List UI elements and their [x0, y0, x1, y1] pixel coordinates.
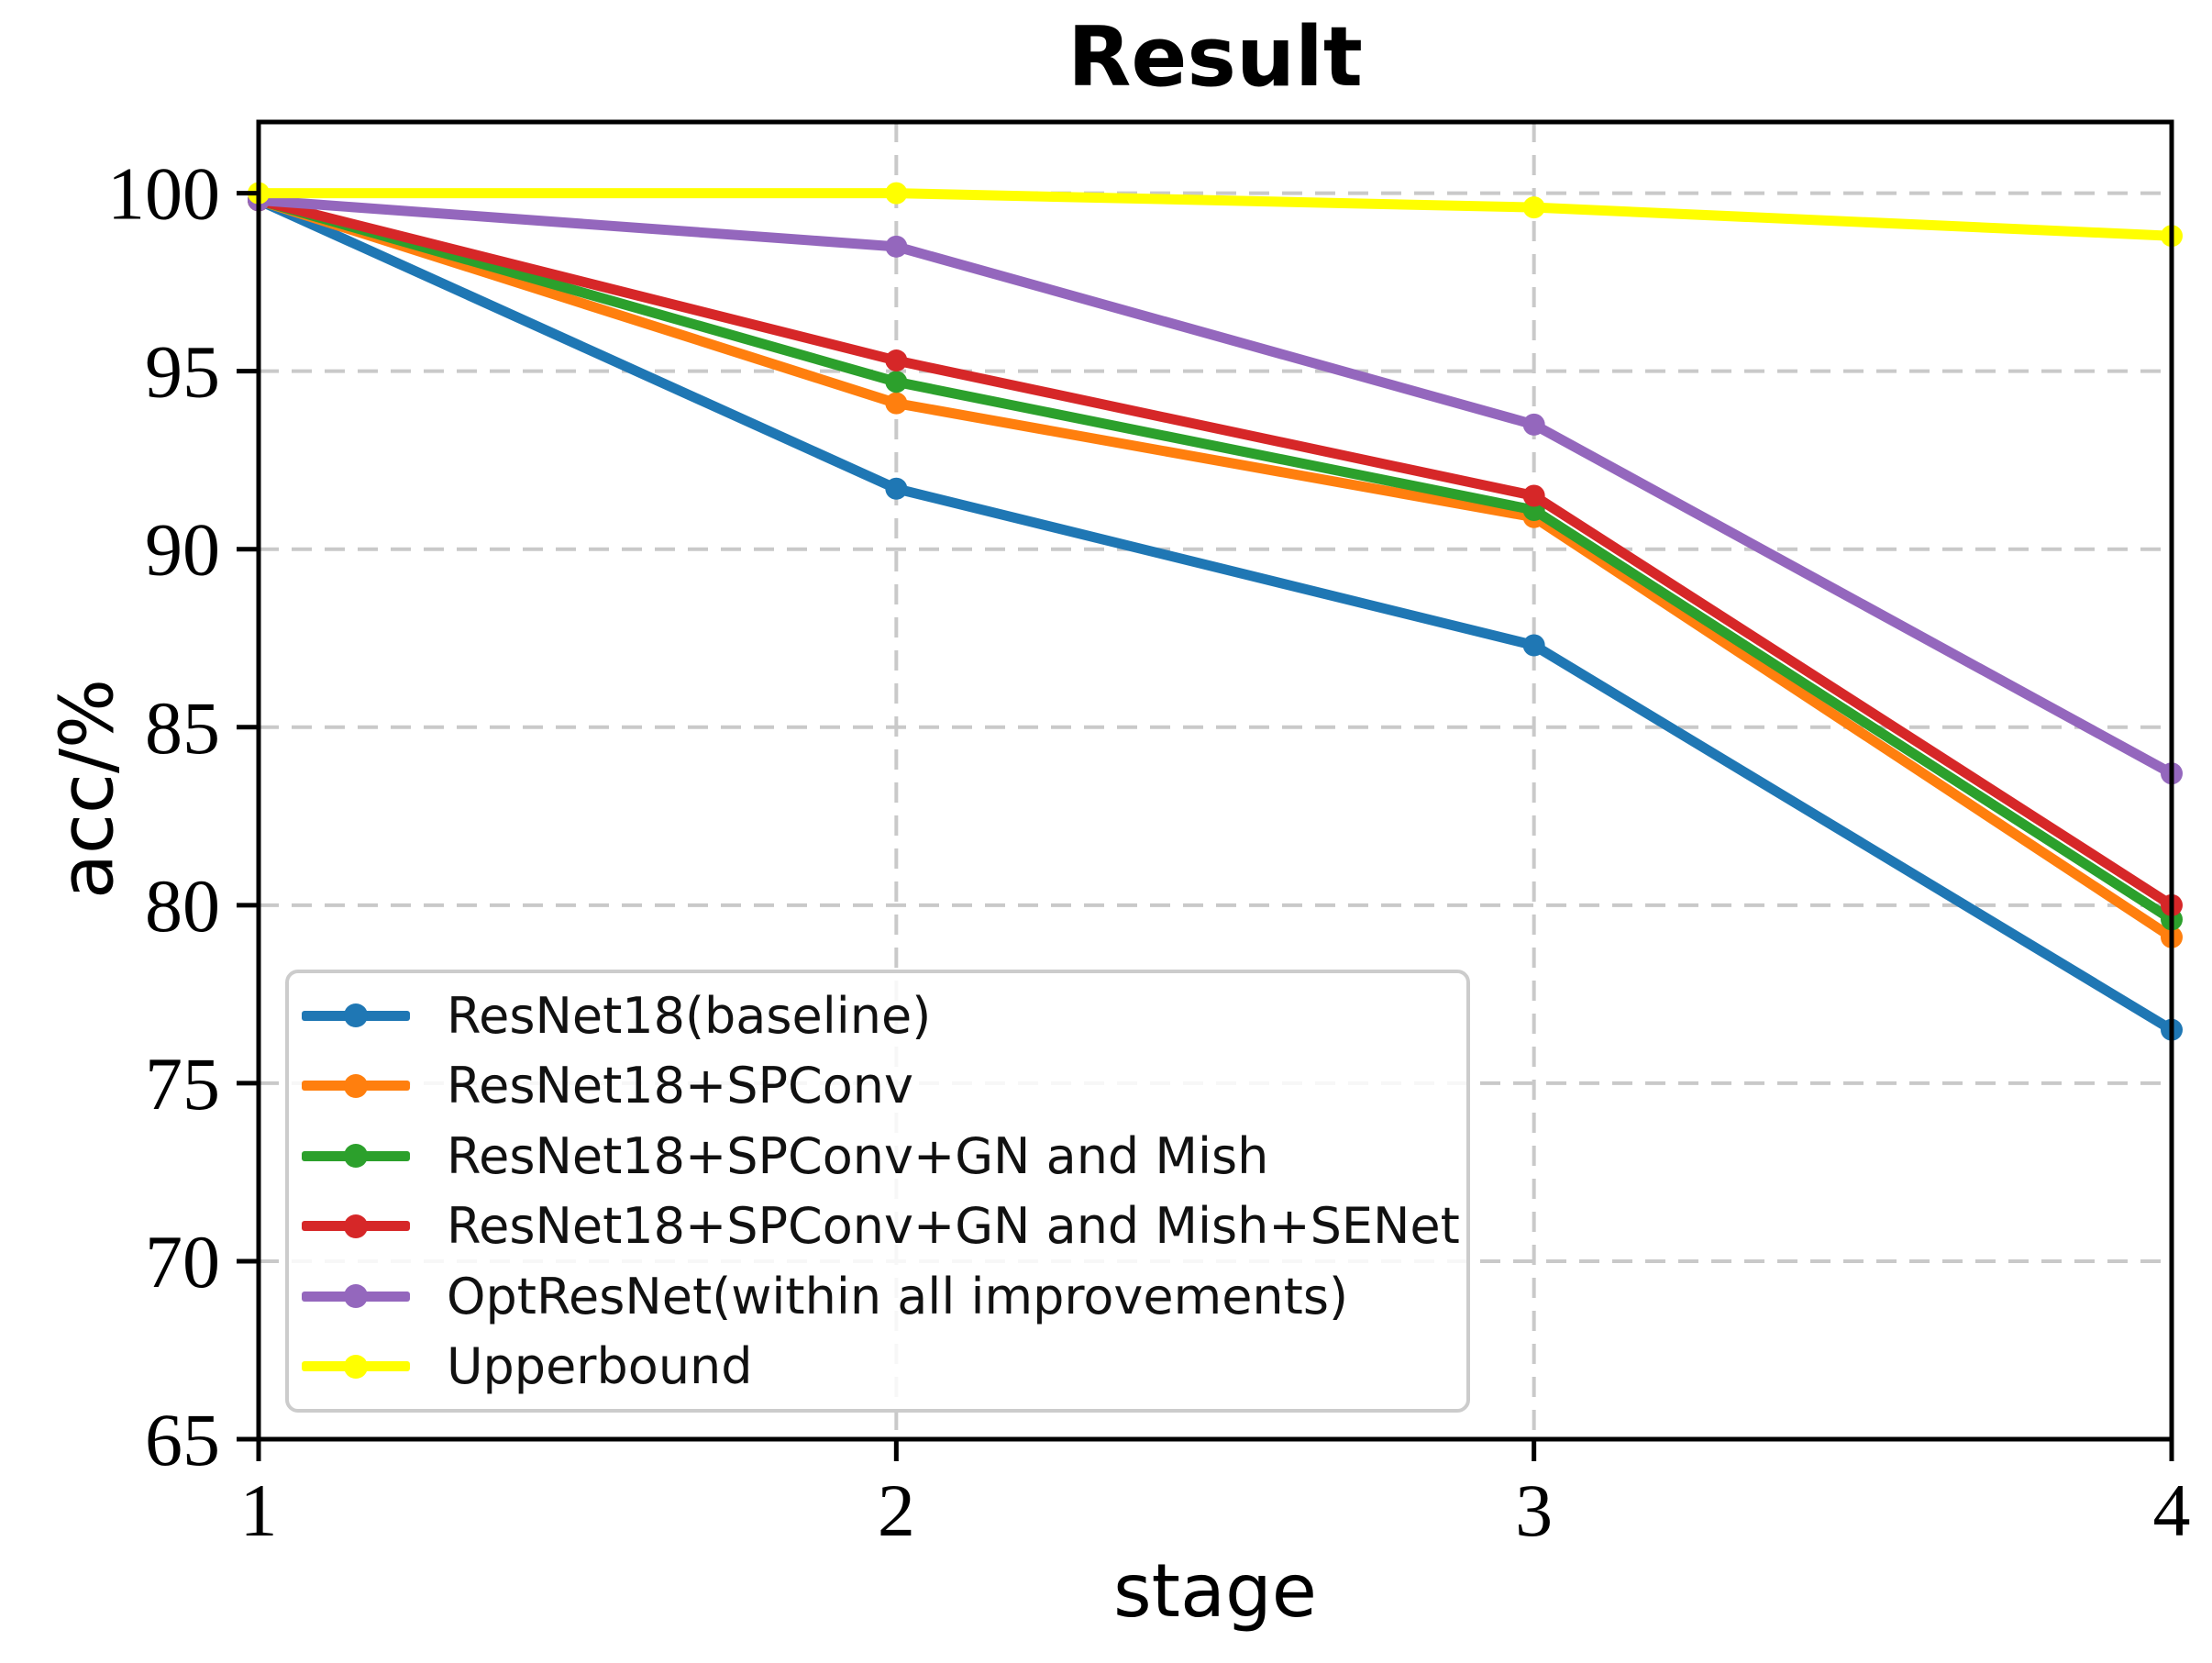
series-4 — [248, 189, 2183, 785]
series-3 — [248, 189, 2183, 916]
legend-item-label: ResNet18+SPConv+GN and Mish — [447, 1126, 1269, 1185]
y-tick-label: 85 — [145, 686, 220, 770]
axes-spines — [256, 119, 2174, 1442]
legend-item: ResNet18+SPConv+GN and Mish+SENet — [302, 1192, 1460, 1262]
data-series — [248, 182, 2183, 1041]
y-tick-label: 65 — [145, 1398, 220, 1481]
legend-marker-icon — [344, 1073, 368, 1098]
y-tick-label: 95 — [145, 330, 220, 414]
legend-item: ResNet18+SPConv+GN and Mish — [302, 1121, 1448, 1192]
y-tick-label: 70 — [145, 1220, 220, 1303]
legend-item: ResNet18(baseline) — [302, 981, 1448, 1051]
legend-line-swatch — [302, 1284, 410, 1309]
legend-item-label: Upperbound — [447, 1337, 753, 1396]
x-tick-label: 2 — [878, 1469, 915, 1552]
series-0 — [248, 189, 2183, 1041]
legend-line-swatch — [302, 1144, 410, 1169]
y-axis-label: acc/% — [44, 679, 130, 899]
legend-item-label: ResNet18+SPConv+GN and Mish+SENet — [447, 1197, 1460, 1256]
y-tick-label: 75 — [145, 1042, 220, 1125]
legend-line-swatch — [302, 1214, 410, 1238]
legend: ResNet18(baseline) ResNet18+SPConv ResNe… — [285, 970, 1470, 1413]
legend-marker-icon — [344, 1144, 368, 1169]
chart-title: Result — [1067, 9, 1363, 105]
tick-marks — [237, 191, 2174, 1461]
y-tick-label: 100 — [107, 152, 220, 236]
legend-marker-icon — [344, 1003, 368, 1028]
y-tick-label: 80 — [145, 864, 220, 948]
legend-marker-icon — [344, 1354, 368, 1379]
x-tick-label: 4 — [2153, 1469, 2191, 1552]
x-tick-label: 3 — [1515, 1469, 1553, 1552]
legend-marker-icon — [344, 1284, 368, 1309]
legend-marker-icon — [344, 1214, 368, 1238]
series-2 — [248, 189, 2183, 931]
legend-line-swatch — [302, 1354, 410, 1379]
legend-item-label: OptResNet(within all improvements) — [447, 1267, 1349, 1325]
legend-item-label: ResNet18+SPConv — [447, 1057, 913, 1115]
tick-labels: 100 95 90 85 80 75 70 651 2 3 4 — [107, 152, 2191, 1552]
series-5 — [248, 182, 2183, 248]
legend-item-label: ResNet18(baseline) — [447, 986, 932, 1045]
legend-item: ResNet18+SPConv — [302, 1051, 1448, 1122]
y-tick-label: 90 — [145, 508, 220, 592]
legend-line-swatch — [302, 1073, 410, 1098]
legend-item: Upperbound — [302, 1332, 1448, 1402]
x-tick-label: 1 — [240, 1469, 278, 1552]
x-axis-label: stage — [1112, 1548, 1318, 1634]
legend-line-swatch — [302, 1003, 410, 1028]
legend-item: OptResNet(within all improvements) — [302, 1261, 1448, 1332]
